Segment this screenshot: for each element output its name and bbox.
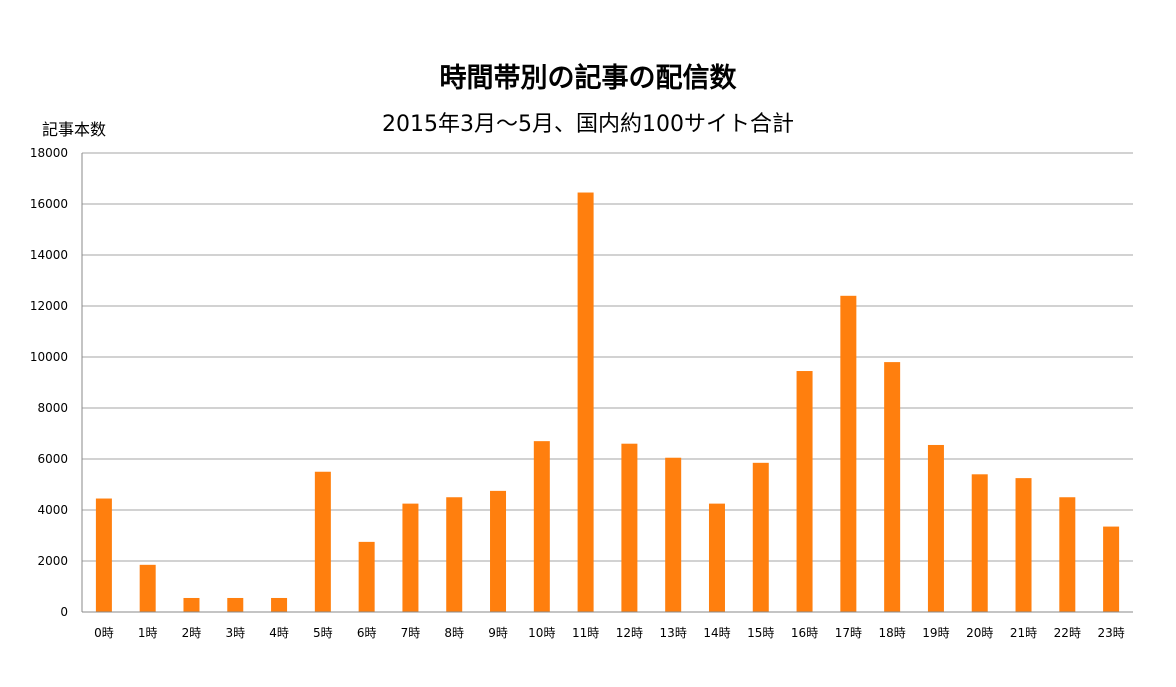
bar: [884, 362, 901, 612]
gridlines: [82, 152, 1133, 613]
x-tick-label: 16時: [791, 626, 818, 640]
axes: [81, 153, 1133, 613]
x-tick-label: 8時: [444, 626, 464, 640]
bars: [95, 192, 1120, 612]
x-tick-label: 15時: [747, 626, 774, 640]
bar: [971, 474, 988, 612]
y-tick-label: 18000: [30, 146, 68, 160]
bar: [577, 192, 594, 612]
x-tick-label: 21時: [1010, 626, 1037, 640]
bar: [621, 443, 638, 612]
bar: [840, 295, 857, 612]
chart-title: 時間帯別の記事の配信数: [439, 63, 737, 94]
x-tick-label: 20時: [966, 626, 993, 640]
y-tick-label: 8000: [37, 401, 68, 415]
bar: [358, 541, 375, 612]
y-tick-label: 14000: [30, 248, 68, 262]
bar: [708, 503, 725, 612]
x-tick-label: 14時: [703, 626, 730, 640]
x-tick-label: 5時: [313, 626, 333, 640]
bar: [227, 597, 244, 612]
bar: [796, 371, 813, 612]
bar: [490, 490, 507, 612]
x-tick-label: 6時: [357, 626, 377, 640]
y-tick-label: 6000: [37, 452, 68, 466]
y-tick-label: 16000: [30, 197, 68, 211]
x-tick-label: 18時: [879, 626, 906, 640]
y-axis-label: 記事本数: [42, 120, 107, 139]
x-tick-label: 0時: [94, 626, 114, 640]
x-tick-label: 19時: [922, 626, 949, 640]
x-tick-label: 13時: [660, 626, 687, 640]
x-tick-label: 10時: [528, 626, 555, 640]
x-tick-label: 17時: [835, 626, 862, 640]
y-tick-label: 2000: [37, 554, 68, 568]
x-tick-label: 9時: [488, 626, 508, 640]
bar: [139, 564, 156, 612]
y-tick-label: 12000: [30, 299, 68, 313]
y-tick-label: 0: [60, 605, 68, 619]
x-tick-label: 2時: [182, 626, 202, 640]
y-tick-labels: 0 2000 4000 6000 8000 10000 12000 14000 16000 180…: [30, 146, 68, 619]
x-tick-label: 23時: [1097, 626, 1124, 640]
bar: [927, 444, 944, 612]
x-tick-label: 22時: [1054, 626, 1081, 640]
bar: [183, 597, 200, 612]
y-tick-label: 10000: [30, 350, 68, 364]
x-tick-label: 12時: [616, 626, 643, 640]
x-tick-label: 3時: [225, 626, 245, 640]
bar: [533, 441, 550, 612]
x-tick-labels: 0時 1時 2時 3時 4時 5時 6時 7時 8時 9時 10時 11時 12時 13時 14時 15時 16…: [94, 626, 1125, 640]
bar: [752, 462, 769, 612]
chart-subtitle: 2015年3月〜5月、国内約100サイト合計: [382, 112, 794, 137]
x-tick-label: 4時: [269, 626, 289, 640]
bar: [95, 498, 112, 612]
bar: [446, 497, 463, 612]
bar: [314, 471, 331, 612]
bar: [271, 597, 288, 612]
bar: [402, 503, 419, 612]
bar: [1015, 478, 1032, 612]
x-tick-label: 11時: [572, 626, 599, 640]
y-tick-label: 4000: [37, 503, 68, 517]
bar: [1103, 526, 1120, 612]
bar: [1059, 497, 1076, 612]
x-tick-label: 7時: [401, 626, 421, 640]
x-tick-label: 1時: [138, 626, 158, 640]
bar: [665, 457, 682, 612]
